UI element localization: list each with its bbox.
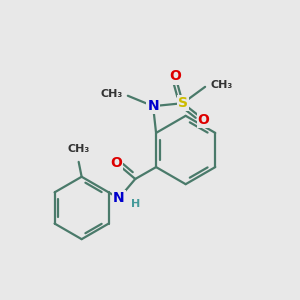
Text: O: O [169,69,181,83]
Text: N: N [147,99,159,113]
Text: O: O [198,112,210,127]
Text: O: O [110,156,122,170]
Text: CH₃: CH₃ [100,89,122,99]
Text: H: H [130,199,140,209]
Text: N: N [113,191,125,205]
Text: CH₃: CH₃ [211,80,233,90]
Text: CH₃: CH₃ [68,144,90,154]
Text: S: S [178,96,188,110]
